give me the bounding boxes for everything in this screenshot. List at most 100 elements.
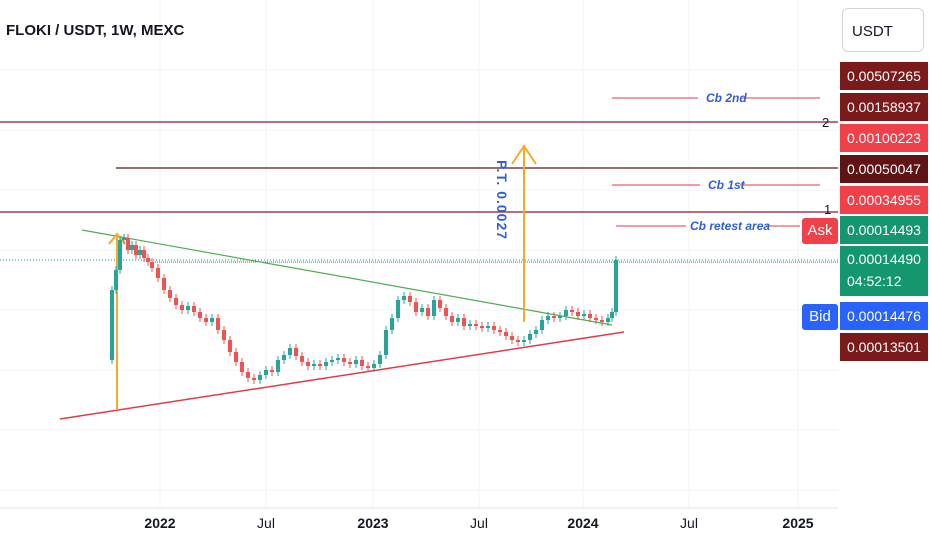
candle-body <box>162 278 166 290</box>
candle-body <box>366 366 370 368</box>
last-price-value: 0.00014490 <box>847 251 921 267</box>
candle-body <box>504 332 508 336</box>
x-tick-label: 2022 <box>144 515 176 531</box>
candle-body <box>420 308 424 312</box>
level-1-label: 1 <box>824 202 832 217</box>
chart-title: FLOKI / USDT, 1W, MEXC <box>6 22 185 39</box>
candle-body <box>204 318 208 322</box>
candle-body <box>168 290 172 298</box>
chart-lines <box>0 97 838 420</box>
candle-body <box>210 318 214 322</box>
annotation-cb-2nd: Cb 2nd <box>706 91 747 105</box>
price-tag: 0.00013501 <box>840 333 928 361</box>
currency-button[interactable]: USDT <box>842 8 924 52</box>
ask-label[interactable]: Ask <box>802 218 838 244</box>
candle-body <box>534 330 538 334</box>
x-tick-label: 2024 <box>567 515 599 531</box>
candle-body <box>336 358 340 360</box>
candle-body <box>174 298 178 305</box>
candle-body <box>432 300 436 316</box>
candle-body <box>468 324 472 326</box>
candle-body <box>330 360 334 362</box>
bid-price-tag: 0.00014476 <box>840 302 928 330</box>
candle-body <box>516 340 520 342</box>
candle-body <box>180 305 184 310</box>
candle-body <box>426 308 430 316</box>
candle-body <box>396 300 400 318</box>
candle-body <box>306 362 310 366</box>
candle-body <box>480 326 484 328</box>
price-tag: 0.00050047 <box>840 155 928 183</box>
candle-body <box>546 316 550 320</box>
candle-body <box>390 318 394 330</box>
chart-grid <box>0 0 838 509</box>
candle-body <box>600 320 604 322</box>
countdown-timer: 04:52:12 <box>847 273 902 289</box>
candle-body <box>118 240 122 270</box>
candle-body <box>318 364 322 366</box>
candle-body <box>246 372 250 378</box>
annotation-cb-1st: Cb 1st <box>708 178 745 192</box>
pump-arrow-head <box>108 232 126 245</box>
candle-body <box>492 326 496 330</box>
candle-body <box>522 340 526 342</box>
candle-body <box>576 312 580 316</box>
candle-body <box>414 302 418 312</box>
support-trendline <box>59 331 625 420</box>
x-tick-label: Jul <box>470 515 488 531</box>
candle-body <box>282 355 286 360</box>
candle-body <box>582 314 586 316</box>
price-tag: 0.00507265 <box>840 62 928 90</box>
ask-price-tag: 0.00014493 <box>840 216 928 244</box>
candle-body <box>450 316 454 322</box>
candle-body <box>134 245 138 255</box>
candle-body <box>300 356 304 362</box>
candle-body <box>498 330 502 332</box>
candle-body <box>138 250 142 255</box>
candle-body <box>384 330 388 355</box>
candle-body <box>558 316 562 318</box>
candle-body <box>474 324 478 326</box>
candle-body <box>142 250 146 258</box>
candle-body <box>122 238 126 240</box>
candle-body <box>114 270 118 290</box>
annotation-price-target: P.T. 0.0027 <box>494 160 510 241</box>
candle-body <box>614 260 618 312</box>
candle-body <box>510 336 514 340</box>
candle-body <box>588 314 592 318</box>
candle-body <box>552 316 556 318</box>
candle-body <box>402 296 406 300</box>
price-tag: 0.00158937 <box>840 93 928 121</box>
candle-body <box>444 308 448 316</box>
candle-body <box>610 312 614 318</box>
candle-body <box>570 310 574 312</box>
candle-body <box>192 306 196 312</box>
candle-body <box>456 318 460 322</box>
candle-body <box>270 370 274 372</box>
bid-label[interactable]: Bid <box>802 304 838 330</box>
candle-body <box>354 360 358 364</box>
candle-body <box>360 360 364 366</box>
candle-body <box>324 362 328 366</box>
candle-body <box>228 340 232 352</box>
candle-series <box>110 234 618 384</box>
candle-body <box>594 318 598 320</box>
candle-body <box>222 330 226 340</box>
candle-body <box>288 348 292 355</box>
candle-body <box>348 362 352 364</box>
candle-body <box>540 320 544 330</box>
candle-body <box>234 352 238 362</box>
candle-body <box>342 358 346 362</box>
candle-body <box>110 290 114 360</box>
candle-body <box>150 262 154 268</box>
candle-body <box>408 296 412 302</box>
price-tag: 0.00034955 <box>840 186 928 214</box>
candle-body <box>126 238 130 250</box>
price-tag: 0.00100223 <box>840 124 928 152</box>
candle-body <box>156 268 160 278</box>
candle-body <box>216 318 220 330</box>
candle-body <box>240 362 244 372</box>
x-tick-label: 2025 <box>782 515 814 531</box>
x-tick-label: 2023 <box>357 515 389 531</box>
